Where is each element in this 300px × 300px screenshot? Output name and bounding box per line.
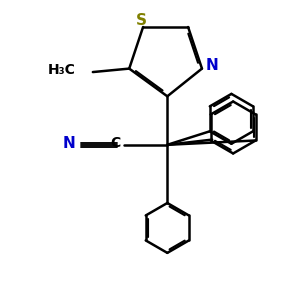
Text: N: N: [205, 58, 218, 73]
Text: S: S: [136, 13, 147, 28]
Text: H₃C: H₃C: [48, 63, 76, 77]
Text: N: N: [62, 136, 75, 151]
Text: C: C: [110, 136, 121, 150]
